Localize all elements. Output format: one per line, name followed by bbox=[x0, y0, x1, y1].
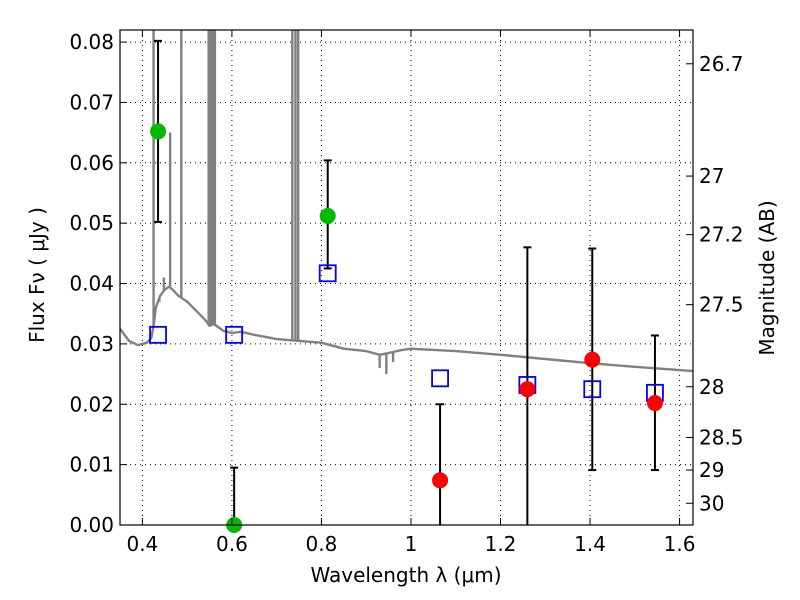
x-tick-label: 0.4 bbox=[126, 532, 158, 556]
photometry-point bbox=[584, 351, 601, 368]
y-tick-label: 0.08 bbox=[69, 30, 114, 54]
y-tick-label: 0.03 bbox=[69, 332, 114, 356]
plot-frame bbox=[119, 29, 694, 526]
y-axis-title: Flux Fν ( μJy ) bbox=[25, 207, 49, 343]
photometry-point bbox=[432, 472, 449, 489]
spectrum-line bbox=[120, 285, 693, 373]
y-tick-label: 0.01 bbox=[69, 453, 114, 477]
model-flux-square bbox=[318, 264, 337, 283]
photometry-point bbox=[319, 207, 336, 224]
right-tick-label: 28 bbox=[699, 375, 724, 399]
model-flux-square bbox=[149, 325, 167, 344]
x-tick-label: 0.6 bbox=[216, 532, 248, 556]
x-axis-title: Wavelength λ (μm) bbox=[310, 563, 501, 587]
error-bars bbox=[154, 39, 659, 525]
x-tick-label: 1.4 bbox=[574, 532, 606, 556]
axis-ticks: 0.4 0.6 0.8 1 1.2 1.4 1.6 0.00 0.01 0.02 0.03 0.04 0… bbox=[69, 30, 744, 556]
grid bbox=[120, 30, 693, 526]
photometry-point bbox=[646, 395, 663, 412]
right-tick-label: 27.5 bbox=[699, 293, 744, 317]
y-tick-label: 0.06 bbox=[69, 151, 114, 175]
right-tick-label: 28.5 bbox=[699, 425, 744, 449]
y-tick-label: 0.05 bbox=[69, 211, 114, 235]
plot-area bbox=[120, 30, 693, 375]
model-flux-square bbox=[583, 380, 602, 399]
right-tick-label: 26.7 bbox=[699, 52, 744, 76]
x-tick-label: 1.2 bbox=[485, 532, 517, 556]
markers bbox=[149, 123, 664, 533]
right-tick-label: 29 bbox=[699, 458, 724, 482]
x-tick-label: 1.6 bbox=[664, 532, 696, 556]
photometry-point bbox=[519, 381, 536, 398]
x-tick-label: 1 bbox=[405, 532, 418, 556]
x-tick-label: 0.8 bbox=[306, 532, 338, 556]
right-tick-label: 30 bbox=[699, 491, 724, 515]
right-tick-label: 27.2 bbox=[699, 223, 744, 247]
y-tick-label: 0.07 bbox=[69, 90, 114, 114]
y-tick-label: 0.00 bbox=[69, 513, 114, 537]
right-tick-label: 27 bbox=[699, 164, 724, 188]
y-tick-label: 0.02 bbox=[69, 392, 114, 416]
right-axis-title: Magnitude (AB) bbox=[755, 200, 779, 355]
model-flux-square bbox=[225, 325, 244, 344]
photometry-point bbox=[150, 123, 167, 140]
y-tick-label: 0.04 bbox=[69, 272, 114, 296]
model-flux-square bbox=[431, 369, 449, 388]
